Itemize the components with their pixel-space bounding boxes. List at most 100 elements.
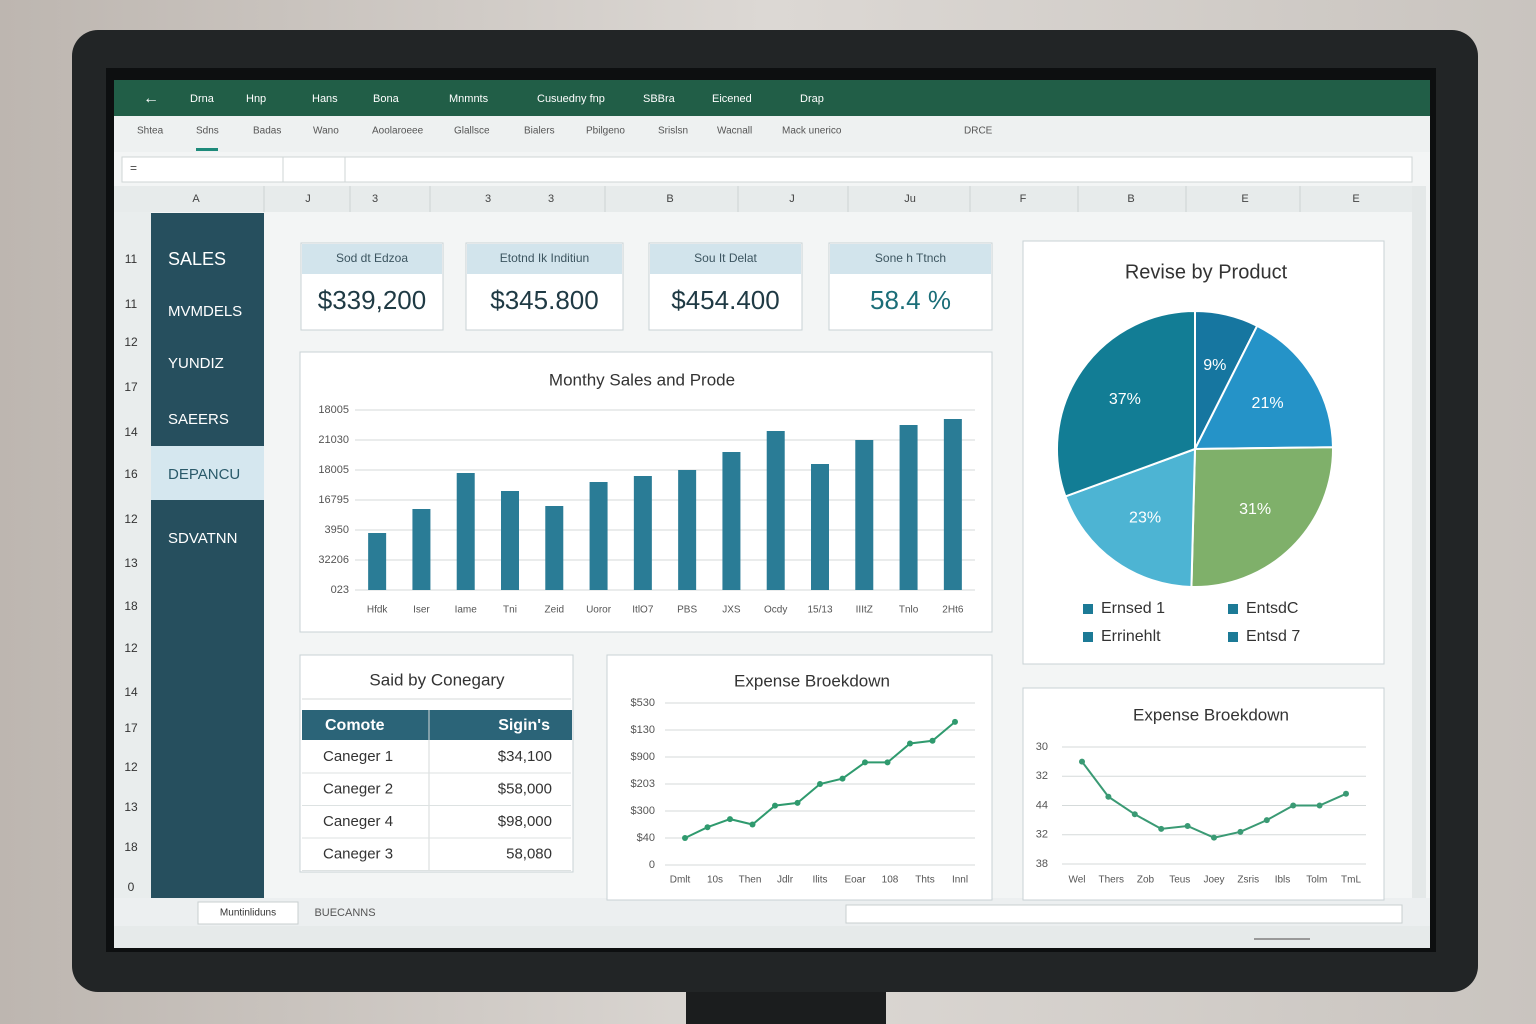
row-header: 12 [124, 512, 138, 526]
chart-title: Expense Broekdown [1133, 705, 1289, 724]
x-tick-label: Dmlt [670, 875, 691, 886]
legend-label: Ernsed 1 [1101, 600, 1165, 617]
horizontal-scrollbar[interactable] [845, 904, 1403, 924]
menu-item[interactable]: Bona [373, 93, 400, 105]
pie-slice [1190, 446, 1334, 588]
column-header: J [305, 193, 311, 205]
ribbon-item[interactable]: Bialers [524, 126, 555, 137]
ribbon-item[interactable]: Shtea [137, 126, 164, 137]
table-title: Said by Conegary [369, 670, 505, 689]
ribbon-item[interactable]: Pbilgeno [586, 126, 625, 137]
y-tick-label: $40 [637, 832, 655, 844]
table-cell: Caneger 4 [323, 813, 393, 830]
menu-item[interactable]: Drna [190, 93, 215, 105]
ribbon-item[interactable]: Glallsce [454, 126, 490, 137]
menu-item[interactable]: SBBra [643, 93, 676, 105]
y-tick-label: 18005 [318, 404, 349, 416]
y-tick-label: $203 [631, 778, 655, 790]
kpi-label: Sou It Delat [694, 251, 757, 265]
pie-slice [1064, 447, 1197, 588]
x-tick-label: Zeid [545, 605, 564, 616]
menu-item[interactable]: Cusuedny fnp [537, 93, 605, 105]
legend-swatch [1083, 604, 1093, 614]
ribbon-item[interactable]: Wano [313, 126, 339, 137]
table-cell: Caneger 1 [323, 748, 393, 765]
legend-swatch [1228, 604, 1238, 614]
y-tick-label: 16795 [318, 494, 349, 506]
sidebar-item[interactable]: SDVATNN [168, 530, 237, 547]
ribbon-item[interactable]: Badas [253, 126, 281, 137]
ribbon-item[interactable]: Sdns [196, 126, 219, 137]
sidebar-item[interactable]: MVMDELS [168, 303, 242, 320]
menu-item[interactable]: Hnp [246, 93, 266, 105]
y-tick-label: $300 [631, 805, 655, 817]
formula-bar[interactable] [121, 156, 1413, 183]
ribbon-item[interactable]: Aoolaroeee [372, 126, 424, 137]
sidebar-item[interactable]: SAEERS [168, 411, 229, 428]
line-point [907, 740, 913, 747]
row-header: 14 [124, 685, 138, 699]
pie-label: 23% [1129, 510, 1161, 527]
kpi-header [650, 244, 801, 274]
line-point [1343, 790, 1349, 797]
x-tick-label: Wel [1068, 875, 1085, 886]
row-header: 17 [124, 721, 138, 735]
row-header: 13 [124, 556, 138, 570]
x-tick-label: Thts [915, 875, 934, 886]
menu-item[interactable]: Eicened [712, 93, 752, 105]
line-point [884, 759, 891, 766]
sheet-tab-active[interactable] [197, 901, 299, 925]
bar [766, 431, 785, 590]
ribbon-item[interactable]: Mack unerico [782, 126, 842, 137]
pie-label: 37% [1109, 391, 1141, 408]
y-tick-label: $530 [631, 697, 655, 709]
line-point [1105, 793, 1112, 800]
kpi-label: Etotnd Ik Inditiun [500, 251, 589, 265]
y-tick-label: 32 [1036, 770, 1048, 782]
bar [943, 419, 962, 590]
bar [678, 470, 697, 590]
back-arrow[interactable]: ← [143, 90, 159, 107]
y-tick-label: 38 [1036, 858, 1048, 870]
legend-label: Errinehlt [1101, 628, 1161, 645]
x-tick-label: 10s [707, 875, 723, 886]
scrollbar[interactable] [1412, 186, 1426, 898]
sheet-tab[interactable]: BUECANNS [314, 907, 375, 919]
y-tick-label: 32 [1036, 829, 1048, 841]
row-header: 12 [124, 335, 138, 349]
kpi-header [467, 244, 622, 274]
ribbon-item[interactable]: DRCE [964, 126, 993, 137]
x-tick-label: Joey [1203, 875, 1224, 886]
row-header: 0 [128, 880, 135, 894]
ribbon-item[interactable]: Wacnall [717, 126, 752, 137]
row-header: 12 [124, 760, 138, 774]
y-tick-label: 0 [649, 859, 655, 871]
menu-item[interactable]: Drap [800, 93, 824, 105]
y-tick-label: 32206 [318, 554, 349, 566]
sidebar-item[interactable]: SALES [168, 249, 226, 269]
menu-item[interactable]: Mnmnts [449, 93, 489, 105]
sidebar-item[interactable]: YUNDIZ [168, 355, 224, 372]
zoom-slider[interactable] [1254, 938, 1310, 940]
pie-label: 21% [1252, 395, 1284, 412]
row-header: 12 [124, 641, 138, 655]
bar [545, 506, 564, 590]
ribbon-item[interactable]: Srislsn [658, 126, 688, 137]
kpi-value: 58.4 % [870, 285, 951, 315]
sidebar-item[interactable]: DEPANCU [168, 466, 240, 483]
title-bar [114, 80, 1430, 116]
line-point [1211, 834, 1217, 841]
x-tick-label: Thers [1098, 875, 1124, 886]
column-header: 3 [548, 193, 554, 205]
line-point [817, 781, 823, 787]
chart-title: Expense Broekdown [734, 671, 890, 690]
legend-swatch [1228, 632, 1238, 642]
status-bar [114, 926, 1430, 948]
column-header: F [1020, 193, 1027, 205]
menu-item[interactable]: Hans [312, 93, 338, 105]
column-header: E [1352, 193, 1359, 205]
x-tick-label: Iser [413, 605, 430, 616]
kpi-header [302, 244, 442, 274]
sheet-tab[interactable]: Muntinliduns [220, 908, 276, 919]
